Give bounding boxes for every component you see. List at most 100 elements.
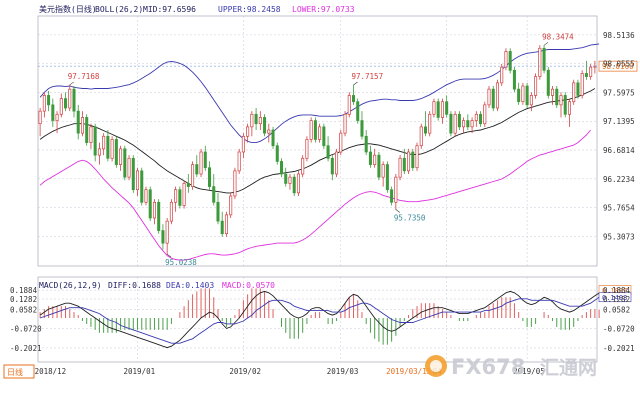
candle-body <box>318 126 322 140</box>
candle-body <box>381 164 385 178</box>
candle-body <box>178 189 182 206</box>
candle-body <box>504 51 508 68</box>
candle-body <box>254 113 258 125</box>
macd-y-tick-label-left: 0.1282 <box>10 295 37 304</box>
candle-body <box>186 183 190 187</box>
candle-body <box>76 110 80 134</box>
candle-body <box>360 120 364 137</box>
candle-body <box>152 201 156 219</box>
candle-body <box>127 157 131 178</box>
macd-y-tick-label-left: 0.0582 <box>10 305 37 314</box>
candle-body <box>224 214 228 235</box>
candle-body <box>555 88 559 106</box>
macd-last-box <box>598 292 632 303</box>
candle-body <box>580 73 584 96</box>
candle-body <box>288 176 292 184</box>
annotation-pointer <box>166 253 172 258</box>
candle-body <box>203 151 207 169</box>
watermark-cn: 汇通网 <box>540 357 597 379</box>
candle-body <box>462 120 466 128</box>
candle-body <box>551 88 555 96</box>
annotation-label: 97.7168 <box>68 72 100 81</box>
candle-body <box>529 95 533 106</box>
candle-body <box>80 117 84 134</box>
candle-body <box>169 201 173 222</box>
candle-body <box>390 189 394 203</box>
boll-lower-line <box>39 129 591 261</box>
candle-body <box>144 189 148 203</box>
candle-body <box>42 95 46 112</box>
price-y-tick-label: 98.0555 <box>603 60 635 69</box>
candle-body <box>233 170 237 197</box>
candle-body <box>64 98 68 109</box>
candle-body <box>199 151 203 175</box>
candle-body <box>343 113 347 134</box>
candle-body <box>263 117 267 134</box>
chart-title: 美元指数(日线) <box>39 4 97 14</box>
macd-dea-line <box>39 296 600 344</box>
price-panel: 98.0160 97.7168 95.0238 97.7157 95.7350 98.34… <box>38 32 638 267</box>
price-panel-frame <box>37 15 598 267</box>
candle-body <box>521 85 525 103</box>
boll-legend-mid: MID:97.6596 <box>143 5 196 14</box>
candle-body <box>301 157 305 175</box>
candle-body <box>542 47 546 71</box>
macd-legend-diff: DIFF:0.1688 <box>108 281 161 290</box>
candle-body <box>123 148 127 178</box>
price-y-tick-label: 96.6814 <box>603 146 635 155</box>
candle-body <box>508 51 512 71</box>
macd-y-tick-label-left: -0.2021 <box>10 344 42 353</box>
candle-body <box>114 139 118 165</box>
candle-body <box>161 230 165 244</box>
candle-body <box>271 129 275 147</box>
last-price-label: 98.0160 <box>602 62 634 71</box>
candle-body <box>220 220 224 235</box>
x-axis-label: 2019/03 <box>327 367 359 376</box>
candle-body <box>296 173 300 194</box>
macd-last-label: 0.1403 <box>602 294 627 302</box>
candle-body <box>237 151 241 172</box>
candle-body <box>567 101 571 115</box>
price-y-tick-label: 95.3073 <box>603 232 635 241</box>
candle-body <box>55 113 59 121</box>
candle-body <box>415 145 419 169</box>
candle-body <box>572 82 576 103</box>
candle-body <box>85 117 89 143</box>
candle-body <box>258 117 262 125</box>
annotation-pointer <box>353 81 358 86</box>
candle-body <box>563 95 567 115</box>
boll-legend-lower: LOWER:97.0733 <box>292 5 355 14</box>
last-price-box <box>598 60 638 72</box>
candle-body <box>212 186 216 203</box>
macd-panel-frame <box>37 276 598 363</box>
candle-body <box>309 120 313 140</box>
period-badge-box[interactable] <box>3 364 35 379</box>
macd-y-tick-label-left: -0.0720 <box>10 325 42 334</box>
macd-y-tick-label-left: 0.1884 <box>10 286 38 295</box>
candle-body <box>339 132 343 153</box>
annotation-pointer <box>395 209 401 213</box>
macd-title: MACD(26,12,9) <box>39 281 102 290</box>
candle-body <box>534 76 538 96</box>
candle-body <box>517 88 521 103</box>
candle-body <box>423 126 428 134</box>
price-y-tick-label: 96.2234 <box>603 175 635 184</box>
annotation-label: 97.7157 <box>351 72 383 81</box>
macd-y-tick-label-right: 0.1884 <box>603 286 631 295</box>
candle-body <box>398 157 402 178</box>
candle-body <box>495 82 499 109</box>
period-badge[interactable]: 日线 <box>7 367 23 377</box>
candle-body <box>106 135 110 159</box>
candle-body <box>559 95 563 106</box>
candle-body <box>140 170 144 203</box>
candle-body <box>440 101 444 118</box>
boll-legend-upper: UPPER:98.2458 <box>218 5 281 14</box>
candle-body <box>487 88 491 106</box>
candle-body <box>131 157 135 191</box>
candle-body <box>207 167 212 187</box>
candle-body <box>538 47 542 77</box>
macd-diff-line <box>39 290 600 349</box>
